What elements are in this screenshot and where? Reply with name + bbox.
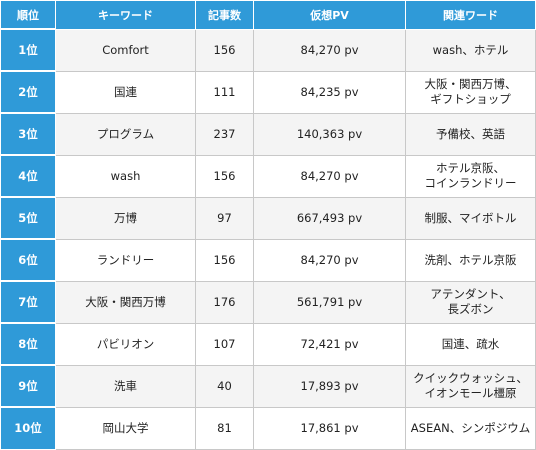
article-count-cell: 156 xyxy=(195,238,254,282)
keyword-cell: プログラム xyxy=(55,112,196,156)
related-words-text: アテンダント、 長ズボン xyxy=(430,287,511,316)
rank-cell: 10位 xyxy=(0,406,56,450)
related-words-cell: アテンダント、 長ズボン xyxy=(405,280,536,324)
related-words-cell: 国連、疏水 xyxy=(405,322,536,366)
related-words-text: ASEAN、シンポジウム xyxy=(410,420,531,435)
table-body: 1位 Comfort 156 84,270 pv wash、ホテル 2位 国連 … xyxy=(0,28,536,450)
rank-cell: 6位 xyxy=(0,238,56,282)
related-words-text: 国連、疏水 xyxy=(441,336,500,351)
pv-cell: 84,270 pv xyxy=(253,238,406,282)
article-count-cell: 111 xyxy=(195,70,254,114)
table-row: 9位 洗車 40 17,893 pv クイックウォッシュ、 イオンモール橿原 xyxy=(0,364,536,408)
related-words-text: wash、ホテル xyxy=(432,42,509,57)
article-count-cell: 107 xyxy=(195,322,254,366)
table-row: 7位 大阪・関西万博 176 561,791 pv アテンダント、 長ズボン xyxy=(0,280,536,324)
article-count-cell: 81 xyxy=(195,406,254,450)
related-words-cell: クイックウォッシュ、 イオンモール橿原 xyxy=(405,364,536,408)
related-words-text: 予備校、英語 xyxy=(436,126,505,141)
rank-cell: 9位 xyxy=(0,364,56,408)
keyword-cell: 大阪・関西万博 xyxy=(55,280,196,324)
rank-cell: 3位 xyxy=(0,112,56,156)
related-words-cell: 洗剤、ホテル京阪 xyxy=(405,238,536,282)
rank-cell: 2位 xyxy=(0,70,56,114)
keyword-cell: 国連 xyxy=(55,70,196,114)
rank-cell: 8位 xyxy=(0,322,56,366)
header-virtual-pv: 仮想PV xyxy=(253,0,406,30)
table-row: 10位 岡山大学 81 17,861 pv ASEAN、シンポジウム xyxy=(0,406,536,450)
article-count-cell: 156 xyxy=(195,154,254,198)
article-count-cell: 97 xyxy=(195,196,254,240)
article-count-cell: 156 xyxy=(195,28,254,72)
table-row: 8位 パビリオン 107 72,421 pv 国連、疏水 xyxy=(0,322,536,366)
table-row: 2位 国連 111 84,235 pv 大阪・関西万博、 ギフトショップ xyxy=(0,70,536,114)
related-words-cell: 制服、マイボトル xyxy=(405,196,536,240)
related-words-text: 制服、マイボトル xyxy=(424,210,517,225)
keyword-cell: wash xyxy=(55,154,196,198)
pv-cell: 84,270 pv xyxy=(253,28,406,72)
keyword-cell: パビリオン xyxy=(55,322,196,366)
pv-cell: 17,861 pv xyxy=(253,406,406,450)
keyword-cell: ランドリー xyxy=(55,238,196,282)
table-row: 1位 Comfort 156 84,270 pv wash、ホテル xyxy=(0,28,536,72)
related-words-text: ホテル京阪、 コインランドリー xyxy=(424,161,517,190)
related-words-text: クイックウォッシュ、 イオンモール橿原 xyxy=(413,371,528,400)
header-related-words: 関連ワード xyxy=(405,0,536,30)
pv-cell: 140,363 pv xyxy=(253,112,406,156)
article-count-cell: 40 xyxy=(195,364,254,408)
keyword-cell: 洗車 xyxy=(55,364,196,408)
article-count-cell: 237 xyxy=(195,112,254,156)
pv-cell: 17,893 pv xyxy=(253,364,406,408)
related-words-cell: ホテル京阪、 コインランドリー xyxy=(405,154,536,198)
header-keyword: キーワード xyxy=(55,0,196,30)
related-words-cell: wash、ホテル xyxy=(405,28,536,72)
pv-cell: 84,270 pv xyxy=(253,154,406,198)
rank-cell: 5位 xyxy=(0,196,56,240)
rank-cell: 1位 xyxy=(0,28,56,72)
related-words-cell: 大阪・関西万博、 ギフトショップ xyxy=(405,70,536,114)
pv-cell: 72,421 pv xyxy=(253,322,406,366)
pv-cell: 84,235 pv xyxy=(253,70,406,114)
keyword-cell: Comfort xyxy=(55,28,196,72)
table-row: 5位 万博 97 667,493 pv 制服、マイボトル xyxy=(0,196,536,240)
keyword-cell: 岡山大学 xyxy=(55,406,196,450)
related-words-cell: ASEAN、シンポジウム xyxy=(405,406,536,450)
pv-cell: 561,791 pv xyxy=(253,280,406,324)
table-header: 順位 キーワード 記事数 仮想PV 関連ワード xyxy=(0,0,536,30)
header-article-count: 記事数 xyxy=(195,0,254,30)
rank-cell: 7位 xyxy=(0,280,56,324)
related-words-cell: 予備校、英語 xyxy=(405,112,536,156)
table-row: 3位 プログラム 237 140,363 pv 予備校、英語 xyxy=(0,112,536,156)
header-row: 順位 キーワード 記事数 仮想PV 関連ワード xyxy=(0,0,536,30)
table-row: 6位 ランドリー 156 84,270 pv 洗剤、ホテル京阪 xyxy=(0,238,536,282)
header-rank: 順位 xyxy=(0,0,56,30)
rank-cell: 4位 xyxy=(0,154,56,198)
article-count-cell: 176 xyxy=(195,280,254,324)
table-row: 4位 wash 156 84,270 pv ホテル京阪、 コインランドリー xyxy=(0,154,536,198)
related-words-text: 洗剤、ホテル京阪 xyxy=(424,252,517,267)
pv-cell: 667,493 pv xyxy=(253,196,406,240)
keyword-cell: 万博 xyxy=(55,196,196,240)
related-words-text: 大阪・関西万博、 ギフトショップ xyxy=(424,77,517,106)
